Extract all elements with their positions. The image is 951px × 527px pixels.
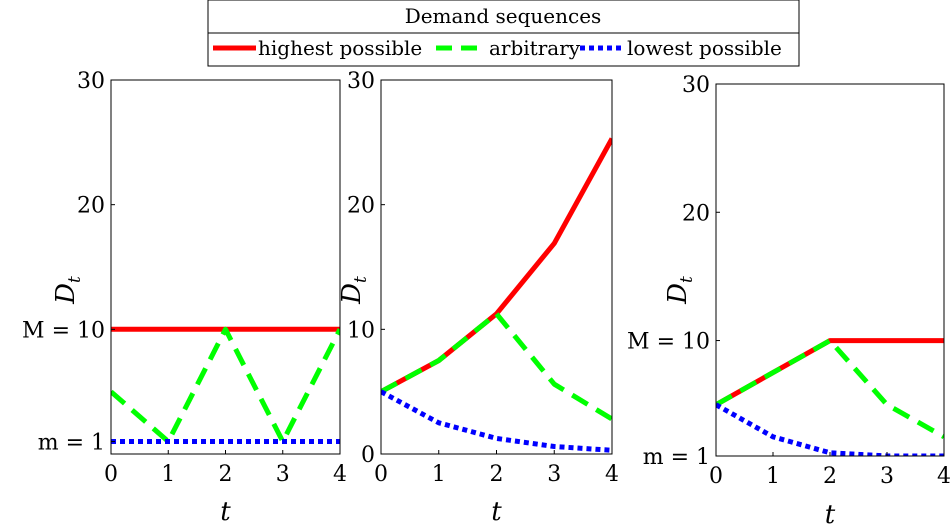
y-tick-label: 20 (682, 201, 710, 226)
y-tick-label: 30 (77, 69, 105, 94)
y-tick-label: 20 (347, 194, 375, 219)
x-tick-label: 4 (937, 464, 951, 489)
x-tick-label: 1 (766, 464, 780, 489)
y-axis-label: Dt (337, 276, 371, 305)
y-tick-label: M = 10 (627, 330, 710, 355)
x-tick-label: 1 (161, 462, 175, 487)
y-tick-label: M = 10 (22, 318, 105, 343)
x-axis-label: t (220, 497, 231, 527)
x-tick-label: 2 (219, 462, 233, 487)
x-tick-label: 3 (276, 462, 290, 487)
x-axis-label: t (825, 500, 836, 527)
y-tick-label: 0 (361, 443, 375, 468)
y-tick-label: 20 (77, 194, 105, 219)
y-tick-label: m = 1 (38, 431, 105, 456)
x-tick-label: 4 (333, 462, 347, 487)
x-tick-label: 0 (374, 462, 388, 487)
legend-label-lowest: lowest possible (627, 36, 782, 60)
plot-area-3 (716, 84, 944, 456)
y-axis-label: Dt (51, 276, 85, 305)
x-tick-label: 3 (880, 464, 894, 489)
y-tick-label: 30 (347, 69, 375, 94)
y-axis-label: Dt (663, 276, 697, 305)
chart-panel-1: 0 1 2 3 4 m = 1 M = 10 20 30 t Dt (22, 69, 347, 527)
x-tick-label: 1 (432, 462, 446, 487)
y-tick-label: 10 (347, 318, 375, 343)
x-tick-label: 3 (547, 462, 561, 487)
chart-panel-2: 0 1 2 3 4 0 10 20 30 t Dt (337, 69, 619, 527)
y-tick-label: 30 (682, 73, 710, 98)
legend-label-highest: highest possible (258, 36, 422, 60)
chart-panel-3: 0 1 2 3 4 m = 1 M = 10 20 30 t Dt (627, 73, 951, 527)
x-tick-label: 4 (605, 462, 619, 487)
x-tick-label: 2 (823, 464, 837, 489)
legend-label-arbitrary: arbitrary (489, 36, 581, 60)
x-tick-label: 0 (709, 464, 723, 489)
x-axis-label: t (491, 497, 502, 527)
legend: Demand sequences highest possible arbitr… (208, 0, 799, 66)
y-tick-label: m = 1 (643, 445, 710, 470)
x-tick-label: 2 (490, 462, 504, 487)
x-tick-label: 0 (104, 462, 118, 487)
legend-title: Demand sequences (405, 4, 602, 28)
